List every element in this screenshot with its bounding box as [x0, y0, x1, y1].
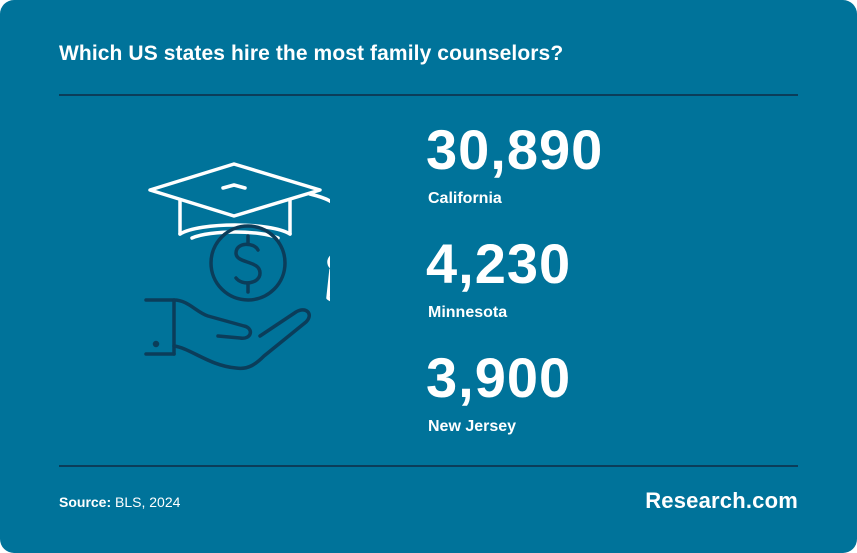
brand-logo: Research.com [645, 488, 798, 513]
stat-value-new-jersey: 3,900 [426, 346, 572, 409]
page-title: Which US states hire the most family cou… [59, 42, 564, 65]
source-text: BLS, 2024 [115, 494, 181, 510]
stat-value-california: 30,890 [426, 118, 604, 181]
stat-label-california: California [428, 190, 502, 207]
stat-label-minnesota: Minnesota [428, 304, 508, 321]
stat-value-minnesota: 4,230 [426, 232, 572, 295]
top-divider [59, 94, 798, 96]
graduation-cap-hand-dollar-icon [144, 162, 330, 371]
stat-label-new-jersey: New Jersey [428, 418, 517, 435]
source-note: Source: BLS, 2024 [59, 494, 180, 510]
source-label: Source: [59, 494, 112, 510]
bottom-divider [59, 465, 798, 467]
